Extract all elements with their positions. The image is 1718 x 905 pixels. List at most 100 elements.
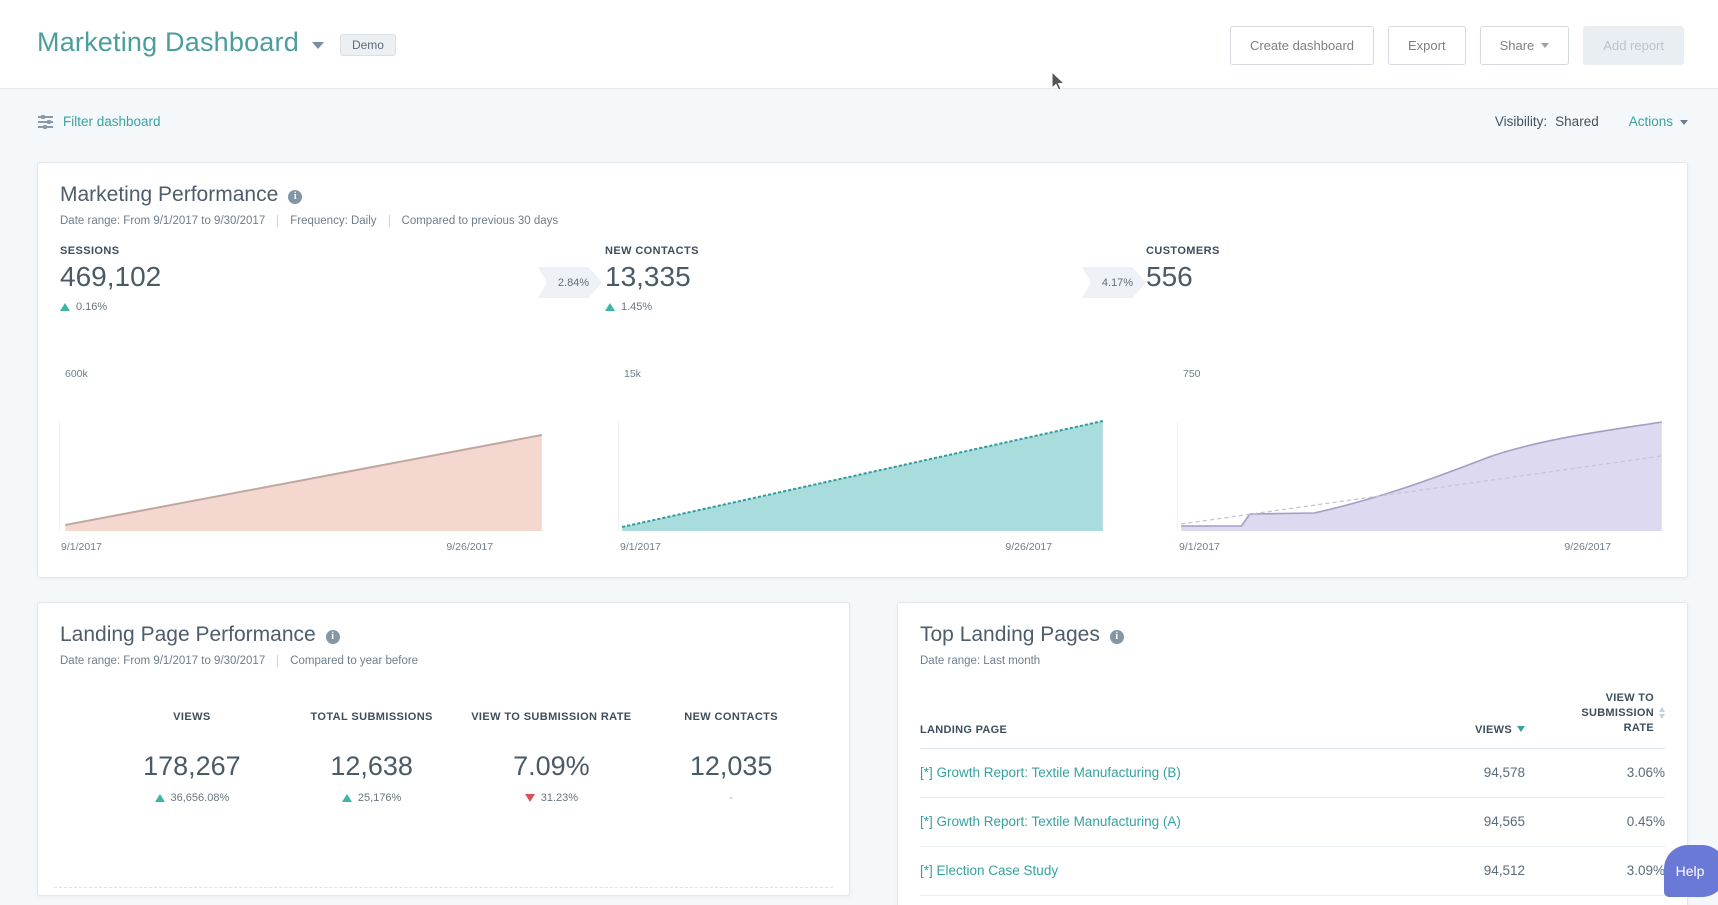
landing-page-performance-meta: Date range: From 9/1/2017 to 9/30/2017 C… <box>60 655 827 667</box>
meta-date-range: Date range: Last month <box>920 655 1041 667</box>
metric-customers-delta <box>1146 300 1665 313</box>
delta-up-icon <box>154 793 165 802</box>
sessions-chart-x-start: 9/1/2017 <box>61 541 102 553</box>
customers-chart-x-start: 9/1/2017 <box>1179 541 1220 553</box>
delta-up-icon <box>60 302 70 311</box>
info-icon[interactable]: i <box>288 189 303 204</box>
filter-dashboard-label: Filter dashboard <box>63 114 161 129</box>
share-button[interactable]: Share <box>1479 26 1570 65</box>
column-views-sortable[interactable]: VIEWS <box>1415 724 1525 736</box>
customers-chart-x-end: 9/26/2017 <box>1564 541 1612 553</box>
metric-views-value: 178,267 <box>143 751 241 781</box>
metric-total-submissions-value: 12,638 <box>330 751 413 781</box>
visibility-label: Visibility: <box>1494 114 1548 129</box>
y-axis-line <box>59 421 60 531</box>
share-button-label: Share <box>1499 38 1535 53</box>
column-rate-sortable[interactable]: VIEW TO SUBMISSION RATE <box>1525 691 1665 736</box>
header-buttons: Create dashboard Export Share Add report <box>1229 26 1684 65</box>
metric-view-to-submission-rate: VIEW TO SUBMISSION RATE 7.09% 31.23% <box>462 711 642 804</box>
help-button[interactable]: Help <box>1664 845 1718 897</box>
column-rate-label: VIEW TO SUBMISSION RATE <box>1581 692 1654 734</box>
sessions-chart-x-end: 9/26/2017 <box>446 541 494 553</box>
delta-up-icon <box>605 302 615 311</box>
delta-value: 1.45% <box>621 300 653 313</box>
new-contacts-area-chart[interactable]: 15k 9/1/2017 9/26/2017 <box>618 356 1107 558</box>
meta-compare: Compared to previous 30 days <box>388 215 571 227</box>
metric-new-contacts-label: NEW CONTACTS <box>605 245 699 257</box>
sessions-chart-plot <box>64 434 543 531</box>
metric-total-submissions-label: TOTAL SUBMISSIONS <box>310 711 433 723</box>
add-report-button[interactable]: Add report <box>1583 26 1684 65</box>
sort-toggle-icon <box>1659 707 1665 720</box>
landing-page-performance-card: Landing Page Performance i Date range: F… <box>37 602 850 896</box>
metric-rate-label: VIEW TO SUBMISSION RATE <box>471 711 632 723</box>
top-landing-pages-table: LANDING PAGE VIEWS VIEW TO SUBMISSION RA… <box>920 685 1665 905</box>
rate-cell: 0.45% <box>1626 814 1665 830</box>
metric-customers: CUSTOMERS 556 <box>1146 245 1665 313</box>
toolbar-right: Visibility: Shared Actions <box>1495 114 1688 129</box>
chevron-down-icon <box>1680 120 1688 125</box>
landing-page-performance-title: Landing Page Performance <box>60 623 316 646</box>
table-row: [*] Growth Report: Textile Manufacturing… <box>920 798 1665 847</box>
column-landing-page: LANDING PAGE <box>920 723 1008 736</box>
delta-down-icon <box>524 793 535 802</box>
metric-sessions-value: 469,102 <box>60 261 162 292</box>
table-row: [*] Growth Report: Textile Manufacturing… <box>920 749 1665 798</box>
metric-new-contacts: NEW CONTACTS 12,035 - <box>641 711 821 804</box>
y-axis-line <box>618 421 619 531</box>
filter-sliders-icon <box>38 115 53 129</box>
delta-value: 36,656.08% <box>170 791 230 804</box>
customers-area-chart[interactable]: 750 9/1/2017 9/26/2017 <box>1177 356 1666 558</box>
previous-period-dashed-line <box>1181 455 1662 525</box>
export-button[interactable]: Export <box>1388 26 1466 65</box>
column-views-label: VIEWS <box>1475 723 1512 736</box>
landing-page-link[interactable]: [*] Growth Report: Textile Manufacturing… <box>920 765 1181 781</box>
funnel-charts-row: 600k 9/1/2017 9/26/2017 15k 9/1/2017 9/2… <box>59 356 1666 558</box>
metric-new-contacts: NEW CONTACTS 13,335 1.45% <box>605 245 1146 313</box>
metric-new-contacts-delta: 1.45% <box>605 300 1146 313</box>
metric-new-contacts-label: NEW CONTACTS <box>684 711 779 723</box>
metric-total-submissions: TOTAL SUBMISSIONS 12,638 25,176% <box>282 711 462 804</box>
conversion-rate-badge: 4.17% <box>1082 267 1146 298</box>
table-header-row: LANDING PAGE VIEWS VIEW TO SUBMISSION RA… <box>920 685 1665 749</box>
sessions-chart-ymax-label: 600k <box>65 368 88 380</box>
metric-rate-delta: 31.23% <box>462 791 642 804</box>
info-icon[interactable]: i <box>325 629 340 644</box>
conversion-rate-badge: 2.84% <box>538 267 602 298</box>
delta-value: 25,176% <box>357 791 402 804</box>
metric-sessions: SESSIONS 469,102 0.16% <box>60 245 605 313</box>
marketing-performance-card: Marketing Performance i Date range: From… <box>37 162 1688 578</box>
dashboard-title-group[interactable]: Marketing Dashboard Demo <box>37 27 396 58</box>
dashboard-toolbar: Filter dashboard Visibility: Shared Actio… <box>0 89 1718 159</box>
chevron-down-icon <box>1541 43 1550 48</box>
views-cell: 94,578 <box>1483 765 1525 781</box>
metric-new-contacts-delta: - <box>641 791 821 804</box>
sort-descending-icon <box>1517 726 1525 733</box>
rate-cell: 3.06% <box>1626 765 1665 781</box>
metric-sessions-delta: 0.16% <box>60 300 605 313</box>
table-row: [*] Common Misconceptions in Big Data 94… <box>920 896 1665 905</box>
page-title: Marketing Dashboard <box>37 27 299 57</box>
landing-page-link[interactable]: [*] Growth Report: Textile Manufacturing… <box>920 814 1181 830</box>
marketing-performance-title: Marketing Performance <box>60 183 279 206</box>
create-dashboard-button[interactable]: Create dashboard <box>1229 26 1375 65</box>
sessions-area-chart[interactable]: 600k 9/1/2017 9/26/2017 <box>59 356 548 558</box>
customers-chart-ymax-label: 750 <box>1183 368 1201 380</box>
metric-sessions-label: SESSIONS <box>60 245 120 257</box>
filter-dashboard-link[interactable]: Filter dashboard <box>38 114 161 129</box>
metric-views: VIEWS 178,267 36,656.08% <box>102 711 282 804</box>
actions-label: Actions <box>1628 114 1673 129</box>
metric-customers-value: 556 <box>1146 261 1193 292</box>
rate-cell: 3.09% <box>1626 863 1665 879</box>
demo-badge: Demo <box>339 33 396 56</box>
info-icon[interactable]: i <box>1109 629 1124 644</box>
new-contacts-chart-x-end: 9/26/2017 <box>1005 541 1053 553</box>
new-contacts-chart-ymax-label: 15k <box>624 368 641 380</box>
landing-page-link[interactable]: [*] Election Case Study <box>920 863 1059 879</box>
title-dropdown-caret-icon[interactable] <box>311 42 324 49</box>
actions-menu[interactable]: Actions <box>1629 114 1688 129</box>
views-cell: 94,565 <box>1483 814 1525 830</box>
landing-page-metrics-row: VIEWS 178,267 36,656.08% TOTAL SUBMISSIO… <box>60 711 827 804</box>
meta-frequency: Frequency: Daily <box>277 215 388 227</box>
table-row: [*] Election Case Study 94,512 3.09% <box>920 847 1665 896</box>
